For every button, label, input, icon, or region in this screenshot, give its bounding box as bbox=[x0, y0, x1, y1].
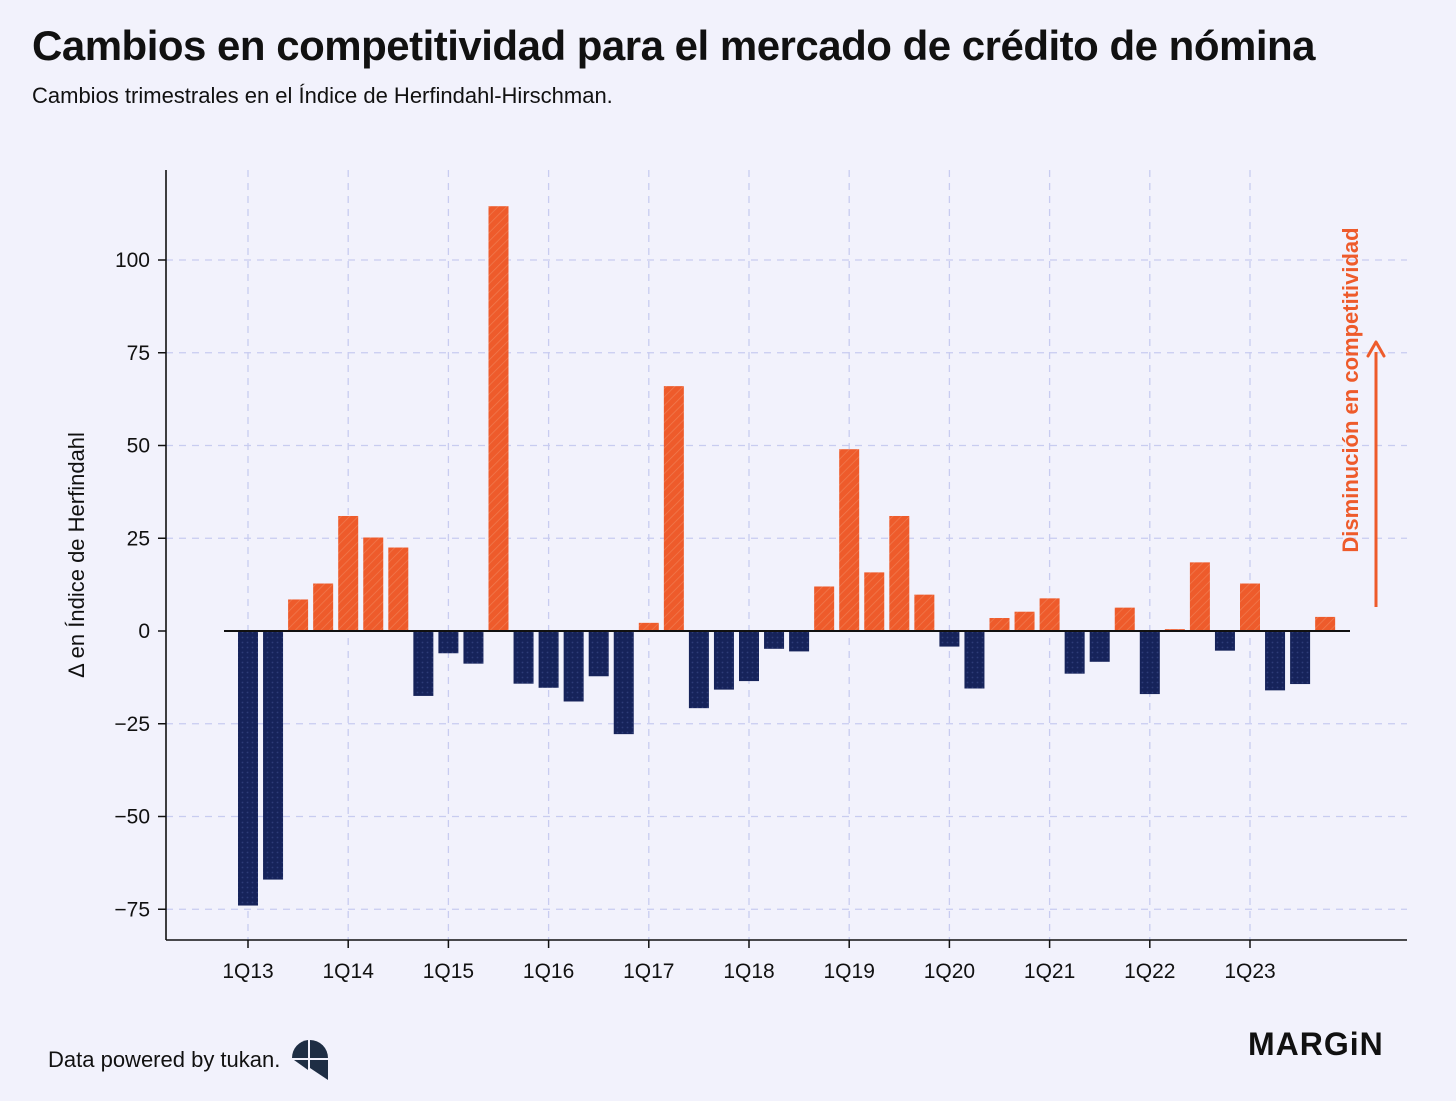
bar-1q17 bbox=[638, 622, 659, 631]
x-tick-label: 1Q22 bbox=[1124, 960, 1175, 983]
bar-2q17 bbox=[663, 386, 684, 631]
x-tick-label: 1Q20 bbox=[924, 960, 975, 983]
annotation-text: Disminución en competitividad bbox=[1338, 227, 1363, 552]
bar-3q20 bbox=[989, 618, 1010, 631]
annotation-arrow-head bbox=[1366, 340, 1386, 358]
x-tick-label: 1Q23 bbox=[1224, 960, 1275, 983]
bar-2q16 bbox=[563, 631, 584, 702]
x-tick-label: 1Q21 bbox=[1024, 960, 1075, 983]
bar-4q13 bbox=[313, 583, 334, 631]
bar-2q13 bbox=[263, 631, 284, 880]
bar-3q21 bbox=[1089, 631, 1110, 662]
bar-1q19 bbox=[839, 449, 860, 631]
bar-1q21 bbox=[1039, 598, 1060, 631]
bar-1q22 bbox=[1139, 631, 1160, 695]
source-text: Data powered by tukan. bbox=[48, 1047, 281, 1072]
bar-4q14 bbox=[413, 631, 434, 696]
bar-2q14 bbox=[363, 537, 384, 631]
bar-4q18 bbox=[814, 586, 835, 631]
y-tick-label: 0 bbox=[138, 620, 150, 643]
y-tick-label: 75 bbox=[127, 342, 150, 365]
y-tick-label: −25 bbox=[114, 713, 150, 736]
axes: −75 −50 −25 0 25 50 75 100 1Q13 1Q14 1Q15 1Q16 1Q17 1… bbox=[64, 170, 1407, 983]
y-tick-label: −50 bbox=[114, 806, 150, 829]
bar-1q23 bbox=[1240, 583, 1260, 631]
bar-4q23 bbox=[1315, 616, 1336, 631]
bar-2q18 bbox=[764, 631, 785, 649]
bar-1q14 bbox=[338, 515, 359, 631]
bar-4q21 bbox=[1114, 607, 1135, 631]
bar-3q22 bbox=[1189, 562, 1210, 631]
y-tick-label: 50 bbox=[127, 435, 150, 458]
bar-3q23 bbox=[1290, 631, 1311, 685]
x-tick-label: 1Q15 bbox=[423, 960, 474, 983]
bar-4q17 bbox=[713, 631, 734, 690]
chart-subtitle: Cambios trimestrales en el Índice de Her… bbox=[32, 83, 613, 108]
chart-title: Cambios en competitividad para el mercad… bbox=[32, 22, 1316, 69]
y-tick-label: 100 bbox=[115, 249, 150, 272]
bar-3q17 bbox=[688, 631, 709, 709]
brand-logo: MARGiN bbox=[1248, 1026, 1384, 1062]
bar-2q15 bbox=[463, 631, 484, 664]
bar-4q15 bbox=[513, 631, 534, 684]
tukan-logo-icon bbox=[292, 1040, 329, 1080]
bar-4q16 bbox=[613, 631, 634, 735]
bars bbox=[238, 206, 1336, 906]
bar-2q20 bbox=[964, 631, 985, 689]
y-tick-label: −75 bbox=[114, 898, 150, 921]
bar-1q15 bbox=[438, 631, 459, 654]
bar-2q19 bbox=[864, 572, 885, 631]
bar-1q18 bbox=[739, 631, 759, 682]
y-tick-label: 25 bbox=[127, 527, 150, 550]
bar-4q20 bbox=[1014, 611, 1035, 631]
x-tick-label: 1Q19 bbox=[824, 960, 875, 983]
x-tick-label: 1Q17 bbox=[623, 960, 674, 983]
annotation: Disminución en competitividad bbox=[1338, 227, 1386, 607]
bar-3q16 bbox=[588, 631, 609, 677]
x-tick-label: 1Q18 bbox=[723, 960, 774, 983]
bar-3q18 bbox=[789, 631, 810, 652]
x-tick-label: 1Q16 bbox=[523, 960, 574, 983]
x-tick-label: 1Q14 bbox=[323, 960, 375, 983]
bar-3q13 bbox=[288, 599, 309, 631]
bar-1q16 bbox=[538, 631, 559, 688]
bar-3q19 bbox=[889, 515, 910, 631]
bar-1q13 bbox=[238, 631, 258, 906]
bar-4q19 bbox=[914, 594, 935, 631]
bar-2q23 bbox=[1265, 631, 1286, 691]
bar-3q15 bbox=[488, 206, 509, 631]
y-axis-label: Δ en Índice de Herfindahl bbox=[64, 432, 89, 678]
data-source: Data powered by tukan. bbox=[48, 1038, 330, 1082]
bar-3q14 bbox=[388, 547, 409, 631]
bar-1q20 bbox=[939, 631, 960, 647]
bar-4q22 bbox=[1214, 631, 1235, 651]
bar-2q21 bbox=[1064, 631, 1085, 674]
x-tick-label: 1Q13 bbox=[222, 960, 273, 983]
